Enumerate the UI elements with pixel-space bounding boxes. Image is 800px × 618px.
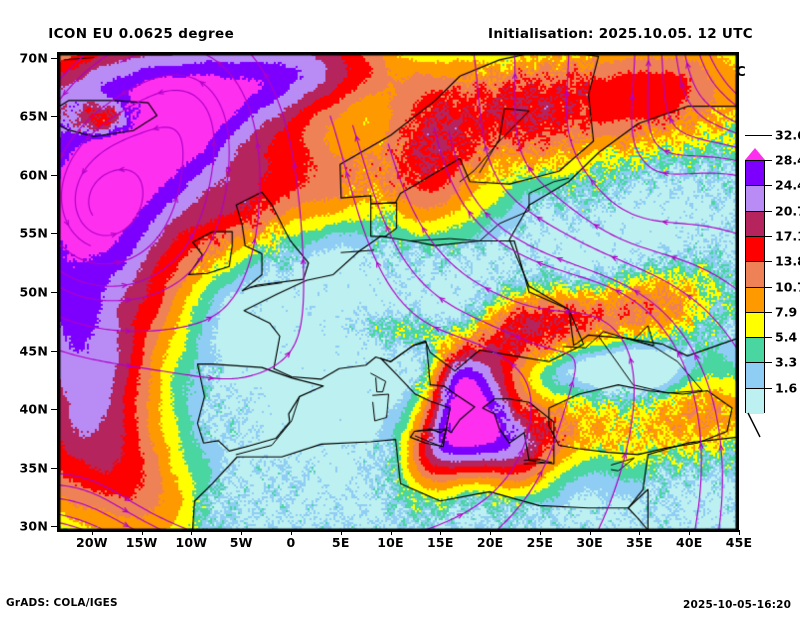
y-axis-label: 45N (19, 343, 48, 359)
colorbar-label: 5.4 (775, 329, 798, 345)
colorbar-band (746, 312, 764, 339)
x-axis-label: 25E (526, 535, 554, 550)
colorbar-band (746, 388, 764, 414)
colorbar-label: 13.8 (775, 253, 800, 269)
colorbar-tick (745, 134, 772, 136)
colorbar-tick (745, 210, 772, 212)
x-axis-label: 10W (175, 535, 208, 550)
y-axis-label: 30N (19, 518, 48, 534)
x-axis-tick (91, 530, 93, 535)
x-axis-tick (589, 530, 591, 535)
colorbar-label: 3.3 (775, 354, 798, 370)
colorbar-band (746, 236, 764, 263)
x-axis-tick (689, 530, 691, 535)
colorbar-label: 28.4 (775, 152, 800, 168)
x-axis-tick (241, 530, 243, 535)
colorbar-label: 24.4 (775, 177, 800, 193)
initialisation-text: Initialisation: 2025.10.05. 12 UTC (488, 26, 753, 42)
x-axis-tick (440, 530, 442, 535)
grads-credit: GrADS: COLA/IGES (6, 597, 118, 609)
colorbar-tick (745, 387, 772, 389)
x-axis-label: 40E (675, 535, 703, 550)
x-axis-label: 30E (576, 535, 603, 550)
colorbar-band (746, 262, 764, 288)
colorbar-band (746, 211, 764, 237)
y-axis-label: 35N (19, 460, 48, 476)
x-axis-label: 45E (725, 535, 753, 550)
x-axis-label: 0 (286, 535, 296, 550)
x-axis-label: 20W (75, 535, 108, 550)
x-axis-label: 15E (427, 535, 454, 550)
x-axis-label: 20E (476, 535, 504, 550)
render-timestamp: 2025-10-05-16:20 (683, 599, 792, 611)
colorbar-band (746, 363, 764, 389)
colorbar-tick (745, 235, 772, 237)
colorbar-tick (745, 337, 772, 339)
x-axis-tick (191, 530, 193, 535)
colorbar-tick (745, 261, 772, 263)
y-axis-tick (51, 174, 57, 176)
x-axis-label: 15W (125, 535, 158, 550)
colorbar-band (746, 287, 764, 313)
model-title: ICON EU 0.0625 degree (48, 26, 235, 42)
colorbar-tick (745, 286, 772, 288)
y-axis-tick (51, 57, 57, 59)
colorbar-band (746, 338, 764, 364)
gust-heatmap-canvas (59, 54, 737, 530)
colorbar-tick (745, 185, 772, 187)
y-axis-tick (51, 526, 57, 528)
x-axis-label: 10E (377, 535, 404, 550)
y-axis-label: 60N (19, 167, 48, 183)
colorbar-band (746, 186, 764, 212)
x-axis-tick (340, 530, 342, 535)
colorbar: 1.6 3.3 5.4 7.9 10.7 13.8 17.1 20.7 24.4 28.4 32.6 (745, 127, 800, 438)
map-plot-area[interactable] (57, 52, 739, 532)
colorbar-band (746, 161, 764, 187)
x-axis-tick (639, 530, 641, 535)
x-axis-label: 5E (331, 535, 350, 550)
x-axis-tick (739, 530, 740, 535)
y-axis-label: 70N (19, 50, 48, 66)
colorbar-bottom-tail-icon (747, 412, 761, 438)
y-axis-label: 40N (19, 401, 48, 417)
x-axis-tick (141, 530, 143, 535)
x-axis-tick (539, 530, 541, 535)
x-axis-tick (290, 530, 292, 535)
y-axis-tick (51, 467, 57, 469)
colorbar-tick (745, 311, 772, 313)
x-axis-label: 35E (626, 535, 653, 550)
y-axis-tick (51, 233, 57, 235)
x-axis-tick (490, 530, 492, 535)
colorbar-tick (745, 362, 772, 364)
colorbar-label: 1.6 (775, 380, 798, 396)
y-axis-tick (51, 409, 57, 411)
y-axis-label: 65N (19, 108, 48, 124)
colorbar-label: 7.9 (775, 304, 798, 320)
x-axis-tick (390, 530, 392, 535)
x-axis-label: 5W (229, 535, 253, 550)
colorbar-label: 20.7 (775, 203, 800, 219)
y-axis-label: 55N (19, 225, 48, 241)
colorbar-label: 32.6 (775, 127, 800, 143)
colorbar-label: 17.1 (775, 228, 800, 244)
colorbar-label: 10.7 (775, 279, 800, 294)
y-axis-tick (51, 116, 57, 118)
colorbar-top-arrow-icon (745, 148, 765, 160)
y-axis-label: 50N (19, 284, 48, 300)
y-axis-tick (51, 350, 57, 352)
colorbar-tick (745, 160, 772, 161)
y-axis-tick (51, 292, 57, 293)
